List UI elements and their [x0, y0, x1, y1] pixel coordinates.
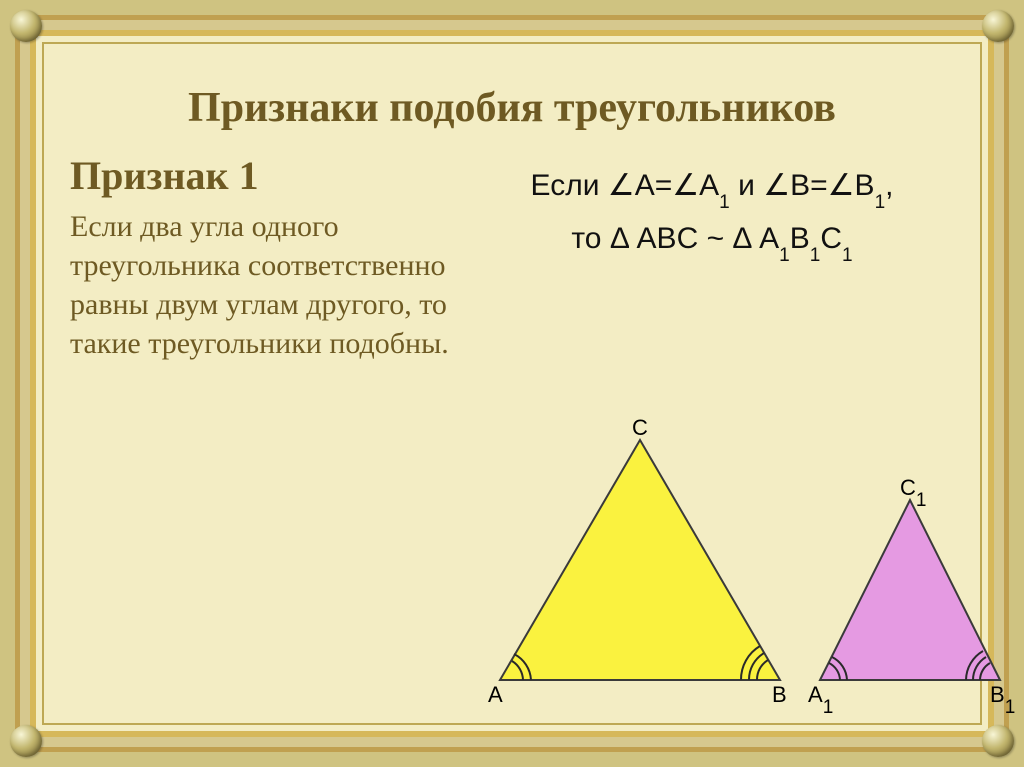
- formula-text: Если: [531, 169, 608, 202]
- formula-text: B: [790, 222, 810, 255]
- formula-text: B: [855, 169, 875, 202]
- triangle-small: [820, 500, 1000, 680]
- subscript: 1: [875, 192, 886, 213]
- triangle-big: [500, 440, 780, 680]
- vertex-label-c1: C1: [900, 475, 926, 506]
- formula-text: C: [820, 222, 842, 255]
- vertex-label-a: A: [488, 682, 503, 708]
- formula-text: и: [730, 169, 763, 202]
- subscript: 1: [779, 245, 790, 266]
- angle-icon: ∠: [828, 169, 855, 202]
- vertex-label-a1: A1: [808, 682, 833, 713]
- corner-boss: [10, 10, 42, 42]
- page-title: Признаки подобия треугольников: [60, 84, 964, 132]
- vertex-label-b1: B1: [990, 682, 1015, 713]
- subtitle: Признак 1: [70, 152, 450, 199]
- subscript: 1: [719, 192, 730, 213]
- triangles-figure: C A B C1 A1 B1: [480, 420, 1020, 720]
- angle-icon: ∠: [672, 169, 699, 202]
- formula-text: =: [655, 169, 673, 202]
- theorem-text: Если два угла одного треугольника соотве…: [70, 207, 450, 363]
- subscript: 1: [842, 245, 853, 266]
- formula-text: =: [810, 169, 828, 202]
- formula-text: B: [790, 169, 810, 202]
- vertex-label-c: C: [632, 415, 648, 441]
- vertex-label-b: B: [772, 682, 787, 708]
- corner-boss: [982, 10, 1014, 42]
- formula-block: Если ∠A=∠A1 и ∠B=∠B1, то Δ ABC ~ Δ A1B1C…: [470, 168, 954, 261]
- formula-text: A: [635, 169, 655, 202]
- formula-text: ,: [885, 169, 893, 202]
- angle-icon: ∠: [608, 169, 635, 202]
- corner-boss: [982, 725, 1014, 757]
- subscript: 1: [810, 245, 821, 266]
- formula-text: A: [699, 169, 719, 202]
- formula-text: то Δ ABC ~ Δ A: [571, 222, 779, 255]
- angle-icon: ∠: [763, 169, 790, 202]
- corner-boss: [10, 725, 42, 757]
